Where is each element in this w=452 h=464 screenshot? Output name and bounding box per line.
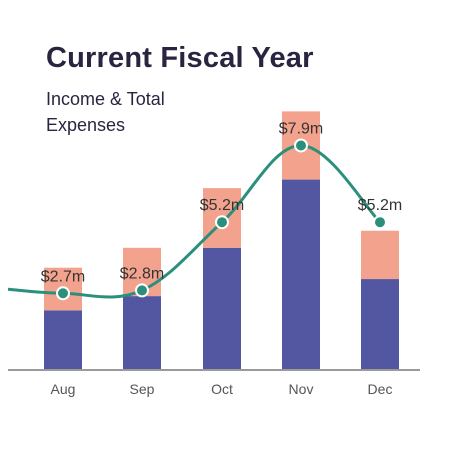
bar-segment-upper-dec xyxy=(361,230,399,280)
bar-segment-lower-nov xyxy=(282,179,320,370)
data-label-sep: $2.8m xyxy=(120,265,164,282)
line-points-layer: $2.7m $2.8m $5.2m $7.9m $5.2m xyxy=(41,120,402,301)
bar-segment-lower-dec xyxy=(361,279,399,370)
x-ticks-layer: Aug Sep Oct Nov Dec xyxy=(51,381,393,397)
line-point-oct xyxy=(215,215,229,230)
data-label-oct: $5.2m xyxy=(200,197,244,214)
x-tick-nov: Nov xyxy=(289,381,314,397)
line-point-nov xyxy=(294,138,308,153)
x-tick-aug: Aug xyxy=(51,381,76,397)
bar-segment-lower-sep xyxy=(123,296,161,370)
line-point-aug xyxy=(56,286,70,301)
line-point-sep xyxy=(135,283,149,298)
x-tick-sep: Sep xyxy=(130,381,155,397)
x-tick-oct: Oct xyxy=(211,381,233,397)
chart-subtitle: Income & Total Expenses xyxy=(46,89,165,135)
data-label-aug: $2.7m xyxy=(41,268,85,285)
chart-title: Current Fiscal Year xyxy=(46,42,314,74)
data-label-dec: $5.2m xyxy=(358,197,402,214)
bar-segment-lower-oct xyxy=(203,247,241,370)
x-tick-dec: Dec xyxy=(368,381,393,397)
bar-segment-lower-aug xyxy=(44,310,82,370)
bars-layer xyxy=(44,111,399,370)
line-point-dec xyxy=(373,215,387,230)
data-label-nov: $7.9m xyxy=(279,120,323,137)
